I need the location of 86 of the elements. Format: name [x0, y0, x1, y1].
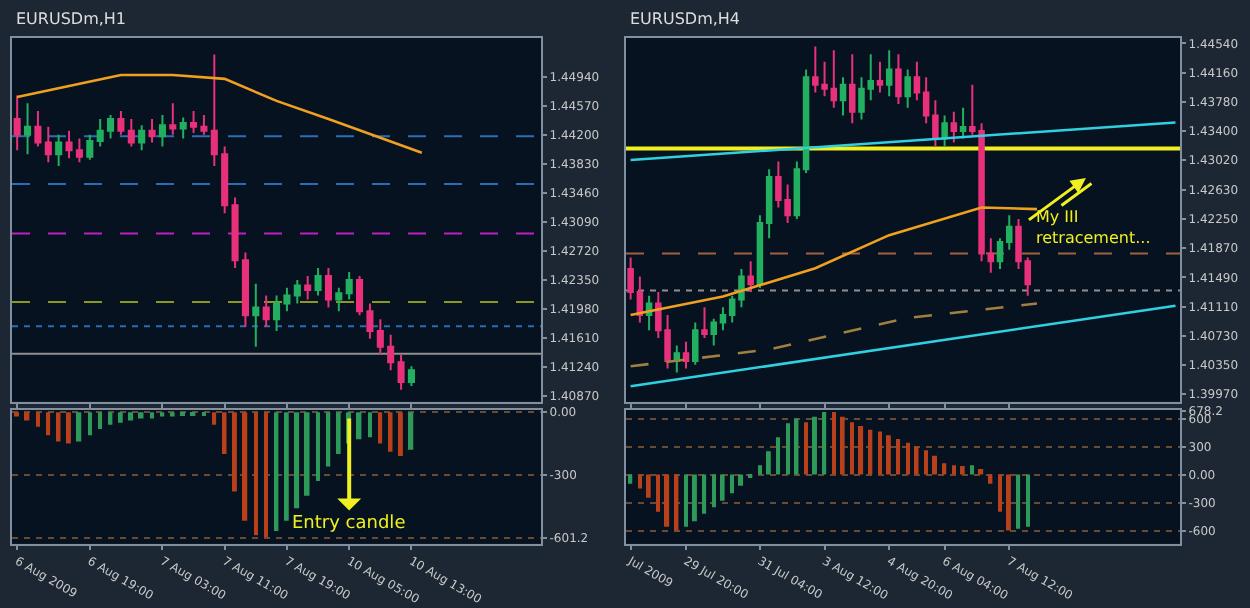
bar [906, 442, 910, 475]
bar [656, 474, 660, 512]
candlestick [86, 133, 94, 161]
candlestick [895, 53, 902, 106]
bar [664, 474, 670, 527]
candlestick [169, 102, 177, 136]
candlestick [44, 125, 52, 164]
candlestick [747, 260, 754, 293]
candlestick [314, 267, 322, 297]
bar [914, 446, 919, 475]
bar [738, 474, 744, 486]
bar [952, 465, 956, 475]
bar [758, 465, 762, 475]
candlestick [692, 321, 699, 366]
bar [646, 474, 651, 498]
bar [978, 468, 984, 475]
bar [942, 463, 947, 475]
bar [868, 429, 873, 475]
bar [960, 466, 965, 475]
candlestick [941, 114, 948, 148]
bar [804, 422, 808, 475]
bar [878, 431, 882, 475]
candlestick [262, 294, 270, 329]
bar [692, 474, 697, 522]
candlestick [345, 271, 353, 301]
bar [1016, 474, 1021, 529]
candlestick [849, 53, 856, 125]
candlestick [645, 294, 653, 332]
chart-title: EURUSDm,H1 [16, 10, 127, 28]
bar [970, 465, 974, 475]
line-series [629, 206, 1039, 317]
bar [886, 435, 891, 475]
bar [858, 425, 864, 475]
candlestick [950, 110, 958, 144]
bar [628, 474, 633, 484]
candlestick [117, 110, 125, 136]
bar [812, 416, 817, 475]
bar [822, 411, 827, 475]
candlestick [397, 353, 405, 391]
bar [794, 418, 799, 475]
candlestick [179, 116, 187, 140]
candlestick [701, 306, 708, 339]
chart-title: EURUSDm,H4 [630, 10, 741, 28]
bar [832, 411, 836, 475]
bar [730, 474, 734, 494]
bar [896, 439, 901, 475]
bar [684, 474, 688, 527]
candlestick [839, 76, 847, 117]
bar [998, 474, 1002, 512]
candlestick [293, 278, 301, 305]
line-series [15, 73, 424, 155]
candlestick [682, 340, 690, 370]
bar [924, 450, 928, 475]
bar [1006, 474, 1011, 531]
bar [932, 455, 937, 475]
candlestick [904, 68, 911, 109]
bar [712, 474, 716, 508]
candlestick [127, 117, 135, 148]
candlestick [55, 133, 63, 168]
candlestick [673, 344, 681, 374]
candlestick [252, 282, 260, 348]
candlestick [407, 365, 415, 387]
bar [1026, 474, 1030, 527]
bar [766, 451, 771, 475]
candlestick [24, 102, 32, 156]
candlestick [324, 267, 332, 309]
candlestick [885, 49, 893, 98]
annotation: Entry candle [292, 514, 407, 534]
candlestick [34, 110, 42, 148]
candlestick [959, 106, 967, 140]
bar [786, 423, 790, 475]
candlestick [335, 286, 343, 313]
bar [674, 474, 679, 531]
candlestick [148, 117, 156, 144]
bar [840, 416, 845, 475]
bar [720, 474, 725, 501]
candlestick [304, 274, 312, 301]
bar [702, 474, 707, 514]
bar [776, 437, 780, 475]
candlestick [138, 124, 146, 152]
candlestick [876, 60, 884, 94]
line-series [629, 302, 1039, 368]
candlestick [13, 94, 21, 152]
candlestick [158, 114, 166, 148]
bar [638, 474, 642, 489]
bar [850, 422, 854, 475]
